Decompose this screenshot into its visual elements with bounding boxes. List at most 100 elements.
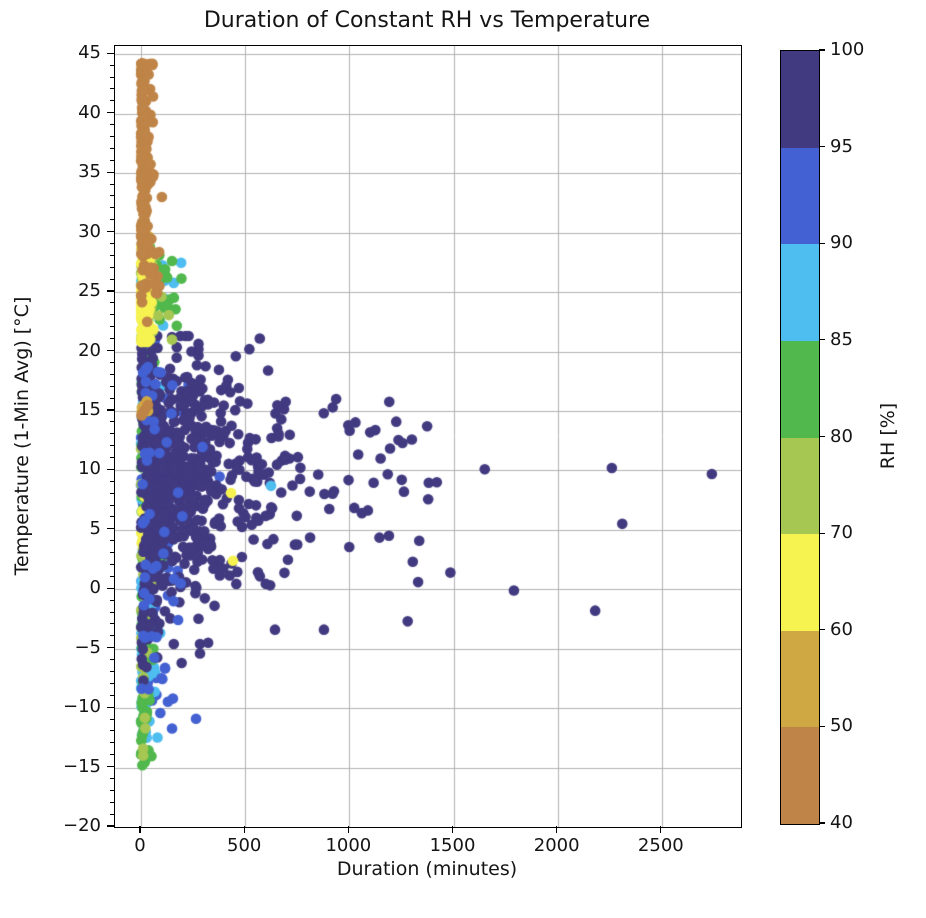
y-tick-mark: [107, 409, 114, 411]
chart-title: Duration of Constant RH vs Temperature: [203, 8, 651, 33]
y-minor-tick-mark: [110, 361, 114, 363]
y-tick-mark: [107, 468, 114, 470]
colorbar-tick-label: 70: [830, 522, 853, 544]
y-tick-mark: [107, 765, 114, 768]
y-minor-tick-mark: [110, 611, 114, 613]
y-tick-label: 10: [78, 458, 101, 480]
x-tick-label: 2500: [637, 835, 684, 856]
colorbar-segment: [781, 534, 819, 631]
y-minor-tick-mark: [110, 575, 114, 577]
colorbar-segment: [781, 51, 819, 148]
y-minor-tick-mark: [110, 718, 114, 720]
y-tick-mark: [107, 171, 114, 173]
y-minor-tick-mark: [110, 159, 114, 161]
y-minor-tick-mark: [110, 385, 114, 387]
x-tick-label: 1500: [429, 835, 476, 856]
y-minor-tick-mark: [110, 754, 114, 756]
y-tick-label: −15: [63, 755, 101, 777]
y-tick-mark: [107, 647, 114, 649]
y-minor-tick-mark: [110, 100, 114, 102]
colorbar-segment: [781, 727, 819, 824]
y-minor-tick-mark: [110, 540, 114, 542]
y-minor-tick-mark: [110, 314, 114, 316]
y-minor-tick-mark: [110, 456, 114, 458]
y-minor-tick-mark: [110, 219, 114, 221]
x-tick-mark: [139, 826, 141, 833]
y-minor-tick-mark: [110, 516, 114, 518]
colorbar-segment: [781, 340, 819, 438]
y-minor-tick-mark: [110, 266, 114, 268]
x-tick-mark: [243, 826, 245, 833]
colorbar-tick-label: 50: [830, 715, 853, 737]
colorbar-tick-label: 95: [830, 135, 853, 157]
y-minor-tick-mark: [110, 635, 114, 637]
y-minor-tick-mark: [110, 326, 114, 328]
y-minor-tick-mark: [110, 124, 114, 126]
colorbar-tick-mark: [819, 242, 825, 244]
y-minor-tick-mark: [110, 670, 114, 672]
y-tick-label: 15: [78, 398, 101, 420]
y-minor-tick-mark: [110, 682, 114, 684]
y-axis-label: Temperature (1-Min Avg) [°C]: [11, 296, 33, 576]
y-tick-label: 30: [78, 220, 101, 242]
x-tick-mark: [556, 826, 558, 833]
colorbar-segment: [781, 437, 819, 535]
y-tick-label: 0: [89, 577, 101, 599]
colorbar-tick-mark: [819, 629, 825, 631]
y-minor-tick-mark: [110, 76, 114, 78]
y-tick-label: −10: [63, 696, 101, 718]
y-minor-tick-mark: [110, 445, 114, 447]
x-tick-mark: [347, 826, 349, 833]
y-tick-label: 25: [78, 280, 101, 302]
y-minor-tick-mark: [110, 183, 114, 185]
y-minor-tick-mark: [110, 195, 114, 197]
colorbar-tick-mark: [819, 532, 825, 534]
y-minor-tick-mark: [110, 207, 114, 209]
y-minor-tick-mark: [110, 623, 114, 625]
y-tick-label: 20: [78, 339, 101, 361]
x-tick-label: 0: [134, 835, 146, 856]
plot-area: [114, 45, 742, 828]
x-tick-label: 500: [227, 835, 262, 856]
y-tick-label: 35: [78, 161, 101, 183]
y-minor-tick-mark: [110, 373, 114, 375]
colorbar-label: RH [%]: [877, 402, 899, 470]
y-minor-tick-mark: [110, 64, 114, 66]
colorbar-tick-mark: [819, 822, 825, 824]
y-minor-tick-mark: [110, 278, 114, 280]
y-minor-tick-mark: [110, 433, 114, 435]
y-tick-mark: [107, 587, 114, 589]
y-minor-tick-mark: [110, 504, 114, 506]
y-minor-tick-mark: [110, 421, 114, 423]
y-tick-mark: [107, 231, 114, 233]
colorbar-segment: [781, 630, 819, 728]
y-tick-label: 45: [78, 42, 101, 64]
y-tick-label: −20: [63, 815, 101, 836]
colorbar-tick-mark: [819, 725, 825, 727]
colorbar-tick-label: 90: [830, 232, 853, 254]
y-tick-mark: [107, 528, 114, 530]
x-axis-label: Duration (minutes): [336, 858, 518, 880]
y-minor-tick-mark: [110, 742, 114, 744]
y-tick-mark: [107, 52, 114, 54]
y-tick-label: −5: [74, 636, 101, 658]
y-minor-tick-mark: [110, 88, 114, 90]
y-minor-tick-mark: [110, 599, 114, 601]
y-minor-tick-mark: [110, 338, 114, 340]
x-tick-label: 2000: [533, 835, 580, 856]
y-minor-tick-mark: [110, 694, 114, 696]
y-tick-mark: [107, 706, 114, 708]
y-minor-tick-mark: [110, 254, 114, 256]
scatter-canvas: [115, 46, 741, 827]
y-minor-tick-mark: [110, 777, 114, 779]
colorbar-segment: [781, 244, 819, 341]
y-minor-tick-mark: [110, 147, 114, 149]
y-minor-tick-mark: [110, 789, 114, 791]
x-tick-mark: [451, 826, 454, 833]
y-tick-mark: [107, 112, 114, 114]
colorbar-tick-label: 100: [830, 39, 865, 60]
colorbar-tick-mark: [819, 339, 825, 341]
colorbar-tick-label: 85: [830, 328, 853, 350]
y-tick-mark: [107, 349, 114, 352]
